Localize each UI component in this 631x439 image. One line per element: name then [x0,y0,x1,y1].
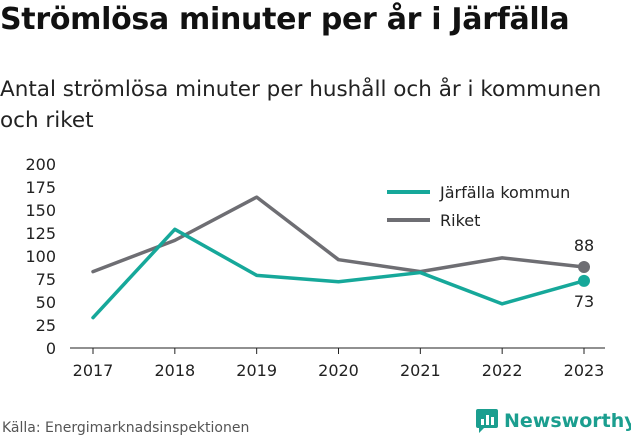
y-tick-label: 150 [25,201,56,220]
x-tick-label: 2020 [318,361,359,380]
y-tick-label: 75 [36,270,56,289]
series-layer: 73 88 [91,195,594,320]
y-tick-label: 125 [25,224,56,243]
y-tick-label: 25 [36,316,56,335]
brand-name: Newsworthy [504,410,631,432]
x-tick-label: 2018 [154,361,195,380]
x-tick-label: 2017 [73,361,114,380]
chart-title: Strömlösa minuter per år i Järfälla [0,2,570,37]
x-tick-label: 2022 [482,361,523,380]
series-line-riket [91,195,586,274]
legend-entry: Järfälla kommun [439,183,570,202]
series-end-point-riket [578,261,590,274]
newsworthy-logo-icon [476,409,498,433]
source-note: Källa: Energimarknadsinspektionen [2,420,250,436]
legend-entry: Riket [440,211,480,230]
x-axis: 2017 2018 2019 2020 2021 2022 2023 [70,347,605,380]
end-value-label: 88 [574,236,594,255]
legend-box [378,178,596,236]
legend: Järfälla kommun Riket [378,178,596,236]
y-tick-label: 0 [46,339,56,358]
x-tick-label: 2023 [564,361,605,380]
y-tick-label: 100 [25,247,56,266]
y-tick-label: 175 [25,178,56,197]
x-tick-label: 2021 [400,361,441,380]
y-tick-label: 50 [36,293,56,312]
end-value-label: 73 [574,292,594,311]
chart-subtitle: Antal strömlösa minuter per hushåll och … [0,77,602,133]
y-axis: 0 25 50 75 100 125 150 175 200 [25,155,56,358]
series-end-point-jarfalla [578,274,590,287]
brand-logo[interactable]: Newsworthy [475,408,631,434]
x-tick-label: 2019 [236,361,277,380]
series-line-jarfalla [91,227,586,320]
y-tick-label: 200 [25,155,56,174]
